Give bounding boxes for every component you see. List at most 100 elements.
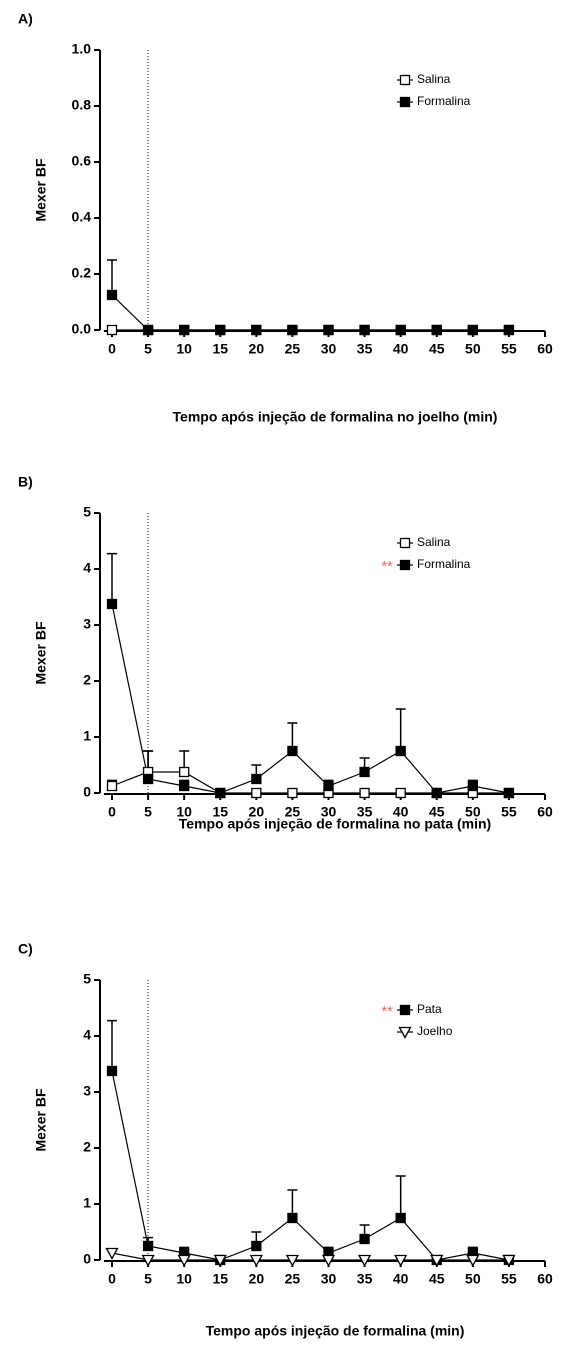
marker <box>106 324 118 336</box>
x-tick-label: 5 <box>144 341 152 357</box>
x-tick-label: 15 <box>212 341 228 357</box>
x-tick-label: 35 <box>357 1271 373 1287</box>
marker <box>467 780 478 792</box>
y-axis-title: Mexer BF <box>33 621 49 684</box>
y-tick-label: 3 <box>83 616 91 632</box>
marker <box>251 1240 262 1252</box>
x-tick-label: 50 <box>465 804 481 820</box>
x-tick-label: 10 <box>176 1271 192 1287</box>
y-tick-label: 2 <box>83 1139 91 1155</box>
x-tick-label: 55 <box>501 341 517 357</box>
x-tick-label: 25 <box>285 804 301 820</box>
x-axis-title: Tempo após injeção de formalina no joelh… <box>173 409 498 425</box>
x-tick-label: 10 <box>176 341 192 357</box>
x-tick-label: 30 <box>321 1271 337 1287</box>
error-bar <box>107 552 117 604</box>
error-bar <box>395 708 406 751</box>
marker <box>503 787 515 799</box>
panel: A) Mexer BF Tempo após injeção de formalin… <box>18 11 553 425</box>
marker <box>431 324 442 336</box>
x-tick-label: 45 <box>429 341 445 357</box>
y-tick-label: 0 <box>83 1251 91 1267</box>
marker <box>215 787 226 799</box>
marker <box>215 324 226 336</box>
marker <box>395 1212 406 1224</box>
x-tick-label: 20 <box>249 804 265 820</box>
x-axis-title: Tempo após injeção de formalina no pata … <box>179 816 491 832</box>
panel-label: B) <box>18 474 33 490</box>
y-tick-label: 4 <box>83 1027 91 1043</box>
y-tick-label: 0.0 <box>72 321 92 337</box>
y-axis-title: Mexer BF <box>33 1088 49 1151</box>
x-tick-label: 20 <box>249 1271 265 1287</box>
x-tick-label: 0 <box>108 341 116 357</box>
marker <box>106 1065 118 1077</box>
marker <box>287 1212 298 1224</box>
marker <box>179 324 190 336</box>
x-tick-label: 15 <box>212 804 228 820</box>
error-bar <box>395 1175 406 1218</box>
y-tick-label: 0.4 <box>72 209 92 225</box>
legend-label: Pata <box>417 1002 442 1016</box>
legend-marker <box>399 537 411 549</box>
x-tick-label: 50 <box>465 341 481 357</box>
x-tick-label: 45 <box>429 1271 445 1287</box>
x-tick-label: 40 <box>393 804 409 820</box>
x-tick-label: 0 <box>108 804 116 820</box>
error-bar <box>107 1019 117 1071</box>
marker <box>213 1254 227 1267</box>
y-tick-label: 3 <box>83 1083 91 1099</box>
series-line <box>111 294 509 331</box>
y-tick-label: 0.6 <box>72 153 92 169</box>
marker <box>359 766 370 778</box>
y-tick-label: 0.2 <box>72 265 92 281</box>
marker <box>359 1233 370 1245</box>
significance: ** <box>381 1003 393 1020</box>
marker <box>287 787 298 799</box>
x-tick-label: 30 <box>321 341 337 357</box>
marker <box>251 773 262 785</box>
legend-label: Joelho <box>417 1024 453 1038</box>
marker <box>323 324 334 336</box>
y-tick-label: 1.0 <box>72 41 92 57</box>
marker <box>394 1254 408 1267</box>
marker <box>251 324 262 336</box>
marker <box>395 745 406 757</box>
x-tick-label: 55 <box>501 804 517 820</box>
legend-label: Salina <box>417 535 451 549</box>
legend-label: Salina <box>417 72 451 86</box>
marker <box>142 324 154 336</box>
y-tick-label: 1 <box>83 1195 91 1211</box>
x-tick-label: 15 <box>212 1271 228 1287</box>
x-axis-title: Tempo após injeção de formalina (min) <box>206 1323 465 1339</box>
marker <box>357 1254 372 1267</box>
legend-marker <box>399 74 411 86</box>
marker <box>359 324 370 336</box>
x-tick-label: 30 <box>321 804 337 820</box>
marker <box>287 745 298 757</box>
y-axis-title: Mexer BF <box>33 158 49 221</box>
panel: B) Mexer BF Tempo após injeção de formalin… <box>18 474 553 832</box>
x-tick-label: 40 <box>393 341 409 357</box>
y-tick-label: 2 <box>83 672 91 688</box>
x-tick-label: 60 <box>537 341 553 357</box>
marker <box>177 1254 191 1267</box>
panel-label: C) <box>18 941 33 957</box>
panel-label: A) <box>18 11 33 27</box>
legend-marker <box>398 1026 412 1039</box>
marker <box>251 787 262 799</box>
y-tick-label: 0.8 <box>72 97 92 113</box>
marker <box>502 1254 516 1267</box>
x-tick-label: 35 <box>357 341 373 357</box>
marker <box>285 1254 300 1267</box>
x-tick-label: 0 <box>108 1271 116 1287</box>
marker <box>466 1254 480 1267</box>
x-tick-label: 60 <box>537 804 553 820</box>
marker <box>395 787 406 799</box>
y-tick-label: 0 <box>83 784 91 800</box>
x-tick-label: 35 <box>357 804 373 820</box>
x-tick-label: 20 <box>249 341 265 357</box>
x-tick-label: 55 <box>501 1271 517 1287</box>
marker <box>323 780 334 792</box>
x-tick-label: 45 <box>429 804 445 820</box>
